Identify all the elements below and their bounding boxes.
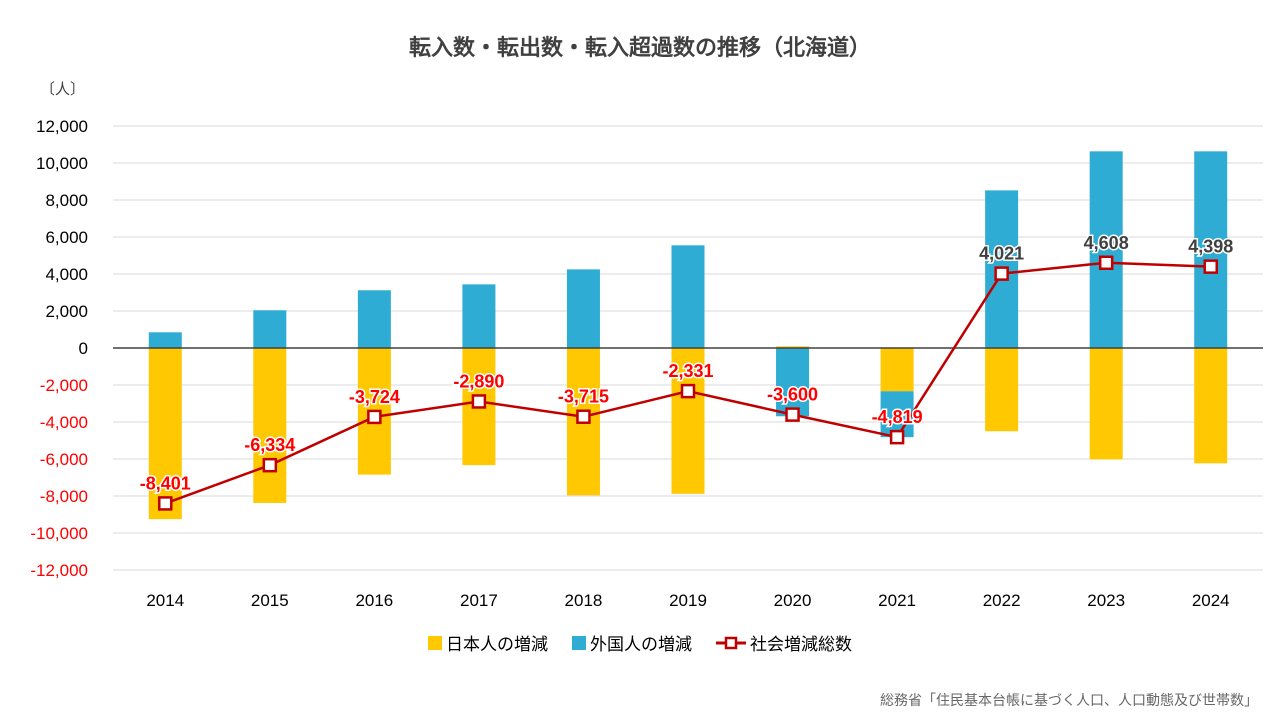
x-tick-label: 2017	[460, 591, 498, 610]
bar-foreign-2020	[776, 348, 810, 417]
y-tick-label: -8,000	[40, 487, 88, 506]
y-tick-label: 8,000	[45, 191, 88, 210]
y-tick-label: 0	[79, 339, 88, 358]
x-tick-label: 2021	[878, 591, 916, 610]
y-tick-label: -10,000	[30, 524, 88, 543]
x-tick-label: 2020	[774, 591, 812, 610]
bar-foreign-2015	[253, 310, 287, 348]
bar-foreign-2021	[880, 391, 914, 438]
y-tick-label: -6,000	[40, 450, 88, 469]
legend-label: 日本人の増減	[446, 635, 548, 655]
bar-foreign-2024	[1194, 151, 1228, 348]
x-tick-label: 2016	[355, 591, 393, 610]
bar-japanese-2015	[253, 348, 287, 503]
total-marker-2022	[994, 266, 1009, 281]
y-tick-label: 10,000	[36, 154, 88, 173]
bar-japanese-2020	[776, 346, 810, 348]
y-tick-label: 6,000	[45, 228, 88, 247]
legend-label: 社会増減総数	[750, 635, 852, 655]
total-marker-2020	[785, 407, 800, 422]
x-tick-label: 2018	[565, 591, 603, 610]
total-marker-2016	[367, 409, 382, 425]
total-marker-2021	[889, 429, 905, 445]
legend-label: 外国人の増減	[590, 635, 692, 655]
bar-japanese-2021	[880, 348, 914, 392]
legend-swatch-foreign	[572, 635, 586, 650]
chart-title: 転入数・転出数・転入超過数の推移（北海道）	[408, 36, 871, 61]
data-label-2019: -2,331	[662, 361, 713, 381]
bar-foreign-2023	[1089, 151, 1123, 348]
bar-foreign-2018	[566, 269, 600, 348]
legend-line-marker-icon	[716, 636, 746, 649]
x-tick-label: 2024	[1192, 591, 1230, 610]
y-tick-label: 4,000	[45, 265, 88, 284]
y-tick-label: 12,000	[36, 117, 88, 136]
legend-item-total: 社会増減総数	[716, 630, 852, 655]
bar-foreign-2019	[671, 245, 705, 348]
legend-item-japanese: 日本人の増減	[428, 630, 548, 655]
total-marker-2014	[158, 496, 173, 511]
data-label-2020: -3,600	[767, 385, 818, 405]
y-tick-label: 2,000	[45, 302, 88, 321]
x-tick-label: 2014	[146, 591, 184, 610]
x-tick-label: 2022	[983, 591, 1021, 610]
total-marker-2018	[576, 409, 591, 424]
data-label-2018: -3,715	[558, 387, 609, 407]
bar-japanese-2024	[1194, 348, 1228, 464]
data-label-2022: 4,021	[979, 244, 1024, 264]
y-tick-label: -12,000	[30, 561, 88, 580]
x-tick-label: 2023	[1087, 591, 1125, 610]
bar-foreign-2014	[148, 332, 182, 348]
x-tick-label: 2015	[251, 591, 289, 610]
total-marker-2023	[1098, 255, 1114, 271]
legend: 日本人の増減 外国人の増減 社会増減総数	[0, 630, 1280, 655]
data-label-2021: -4,819	[872, 407, 923, 427]
bar-foreign-2017	[462, 284, 496, 348]
data-label-2017: -2,890	[453, 371, 504, 391]
bar-japanese-2022	[985, 348, 1019, 432]
total-marker-2019	[680, 383, 696, 399]
y-tick-label: -2,000	[40, 376, 88, 395]
source-note: 総務省「住民基本台帳に基づく人口、人口動態及び世帯数」	[880, 693, 1258, 709]
x-tick-label: 2019	[669, 591, 707, 610]
bar-japanese-2014	[148, 348, 182, 520]
data-label-2023: 4,608	[1084, 233, 1129, 253]
bar-foreign-2016	[357, 290, 391, 348]
legend-item-foreign: 外国人の増減	[572, 630, 692, 655]
data-label-2015: -6,334	[244, 435, 295, 455]
data-label-2016: -3,724	[349, 387, 400, 407]
total-marker-2015	[262, 457, 278, 473]
data-label-2014: -8,401	[140, 473, 191, 493]
legend-swatch-japanese	[428, 635, 442, 650]
y-tick-label: -4,000	[40, 413, 88, 432]
bar-japanese-2023	[1089, 348, 1123, 460]
y-axis-unit: 〔人〕	[40, 80, 86, 98]
total-marker-2024	[1203, 259, 1218, 274]
data-label-2024: 4,398	[1188, 237, 1233, 257]
bar-japanese-2019	[671, 348, 705, 494]
total-marker-2017	[471, 394, 487, 409]
